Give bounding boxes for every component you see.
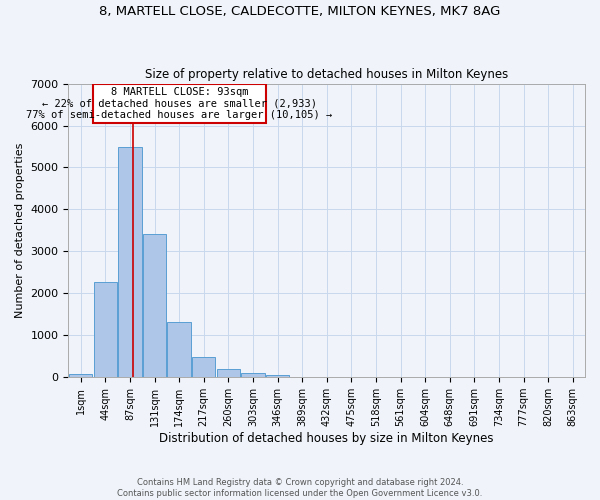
Bar [217, 370, 240, 377]
Bar [143, 234, 166, 377]
Text: Contains HM Land Registry data © Crown copyright and database right 2024.
Contai: Contains HM Land Registry data © Crown c… [118, 478, 482, 498]
Bar [192, 357, 215, 377]
Bar [266, 374, 289, 377]
Bar [94, 282, 117, 377]
X-axis label: Distribution of detached houses by size in Milton Keynes: Distribution of detached houses by size … [160, 432, 494, 445]
Bar [118, 148, 142, 377]
Bar [241, 374, 265, 377]
Text: 77% of semi-detached houses are larger (10,105) →: 77% of semi-detached houses are larger (… [26, 110, 333, 120]
Y-axis label: Number of detached properties: Number of detached properties [15, 142, 25, 318]
FancyBboxPatch shape [94, 84, 266, 124]
Bar [167, 322, 191, 377]
Text: 8, MARTELL CLOSE, CALDECOTTE, MILTON KEYNES, MK7 8AG: 8, MARTELL CLOSE, CALDECOTTE, MILTON KEY… [100, 5, 500, 18]
Title: Size of property relative to detached houses in Milton Keynes: Size of property relative to detached ho… [145, 68, 508, 81]
Bar [69, 374, 92, 377]
Text: ← 22% of detached houses are smaller (2,933): ← 22% of detached houses are smaller (2,… [42, 98, 317, 108]
Text: 8 MARTELL CLOSE: 93sqm: 8 MARTELL CLOSE: 93sqm [111, 88, 248, 98]
